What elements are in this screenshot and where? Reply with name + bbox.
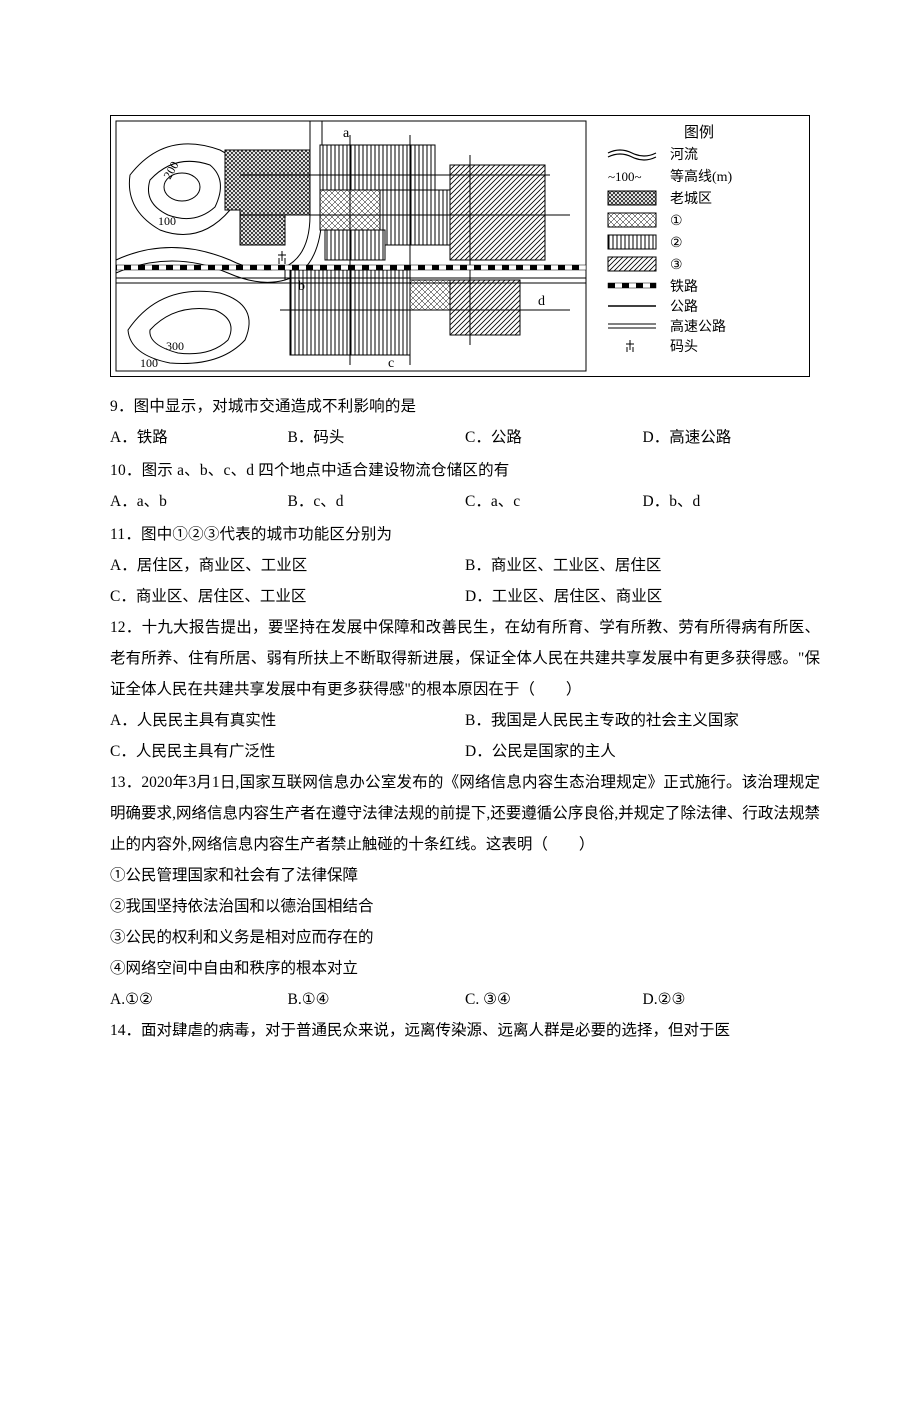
legend-river: 河流 xyxy=(670,147,698,163)
q13-opt-a: A.①② xyxy=(110,984,288,1015)
map-label-a: a xyxy=(343,126,350,141)
q10-opt-a: A．a、b xyxy=(110,486,288,517)
q9-opt-d: D．高速公路 xyxy=(643,422,821,453)
q10-opt-c: C．a、c xyxy=(465,486,643,517)
legend-highway: 高速公路 xyxy=(670,318,726,335)
q9-opt-a: A．铁路 xyxy=(110,422,288,453)
map-label-c: c xyxy=(388,356,394,371)
q11-opt-b: B．商业区、工业区、居住区 xyxy=(465,550,820,581)
contour-label: 100 xyxy=(140,356,158,370)
legend-rail: 铁路 xyxy=(670,279,698,295)
q13-opt-d: D.②③ xyxy=(643,984,821,1015)
q13-opt-c: C. ③④ xyxy=(465,984,643,1015)
q12-options-row1: A．人民民主具有真实性 B．我国是人民民主专政的社会主义国家 xyxy=(110,705,820,736)
q12-opt-c: C．人民民主具有广泛性 xyxy=(110,736,465,767)
q10-opt-b: B．c、d xyxy=(288,486,466,517)
contour-label: 100 xyxy=(158,214,176,228)
q11-opt-d: D．工业区、居住区、商业区 xyxy=(465,581,820,612)
q9-stem: 9．图中显示，对城市交通造成不利影响的是 xyxy=(110,391,820,422)
q13-stmt-3: ③公民的权利和义务是相对应而存在的 xyxy=(110,922,820,953)
q13-options: A.①② B.①④ C. ③④ D.②③ xyxy=(110,984,820,1015)
q11-opt-a: A．居住区，商业区、工业区 xyxy=(110,550,465,581)
q10-stem: 10．图示 a、b、c、d 四个地点中适合建设物流仓储区的有 xyxy=(110,455,820,486)
q12-opt-d: D．公民是国家的主人 xyxy=(465,736,820,767)
q12-opt-a: A．人民民主具有真实性 xyxy=(110,705,465,736)
map-label-d: d xyxy=(538,294,545,309)
q12-stem: 12．十九大报告提出，要坚持在发展中保障和改善民生，在幼有所育、学有所教、劳有所… xyxy=(110,612,820,705)
legend-title: 图例 xyxy=(684,124,714,141)
q13-stmt-1: ①公民管理国家和社会有了法律保障 xyxy=(110,860,820,891)
legend-contour-marker: ~100~ xyxy=(608,169,642,184)
q9-options: A．铁路 B．码头 C．公路 D．高速公路 xyxy=(110,422,820,453)
legend-dock: 码头 xyxy=(670,339,698,355)
legend-contour: 等高线(m) xyxy=(670,168,733,185)
legend-zone3: ③ xyxy=(670,258,683,273)
q13-stmt-4: ④网络空间中自由和秩序的根本对立 xyxy=(110,953,820,984)
q13-opt-b: B.①④ xyxy=(288,984,466,1015)
q12-options-row2: C．人民民主具有广泛性 D．公民是国家的主人 xyxy=(110,736,820,767)
q11-opt-c: C．商业区、居住区、工业区 xyxy=(110,581,465,612)
q14-stem: 14．面对肆虐的病毒，对于普通民众来说，远离传染源、远离人群是必要的选择，但对于… xyxy=(110,1015,820,1046)
q13-stmt-2: ②我国坚持依法治国和以德治国相结合 xyxy=(110,891,820,922)
legend-zone1: ① xyxy=(670,214,683,229)
legend-oldtown: 老城区 xyxy=(670,191,712,207)
map-figure: 100 300 100 200 a b c d xyxy=(110,115,820,377)
q11-options-row1: A．居住区，商业区、工业区 B．商业区、工业区、居住区 xyxy=(110,550,820,581)
q9-opt-b: B．码头 xyxy=(288,422,466,453)
q11-stem: 11．图中①②③代表的城市功能区分别为 xyxy=(110,519,820,550)
q10-opt-d: D．b、d xyxy=(643,486,821,517)
contour-label: 300 xyxy=(166,339,184,353)
legend-road: 公路 xyxy=(670,299,698,315)
q9-opt-c: C．公路 xyxy=(465,422,643,453)
legend-zone2: ② xyxy=(670,236,683,251)
q13-stem: 13．2020年3月1日,国家互联网信息办公室发布的《网络信息内容生态治理规定》… xyxy=(110,767,820,860)
map-label-b: b xyxy=(298,279,305,294)
q10-options: A．a、b B．c、d C．a、c D．b、d xyxy=(110,486,820,517)
q12-opt-b: B．我国是人民民主专政的社会主义国家 xyxy=(465,705,820,736)
map-svg: 100 300 100 200 a b c d xyxy=(110,115,810,377)
q11-options-row2: C．商业区、居住区、工业区 D．工业区、居住区、商业区 xyxy=(110,581,820,612)
